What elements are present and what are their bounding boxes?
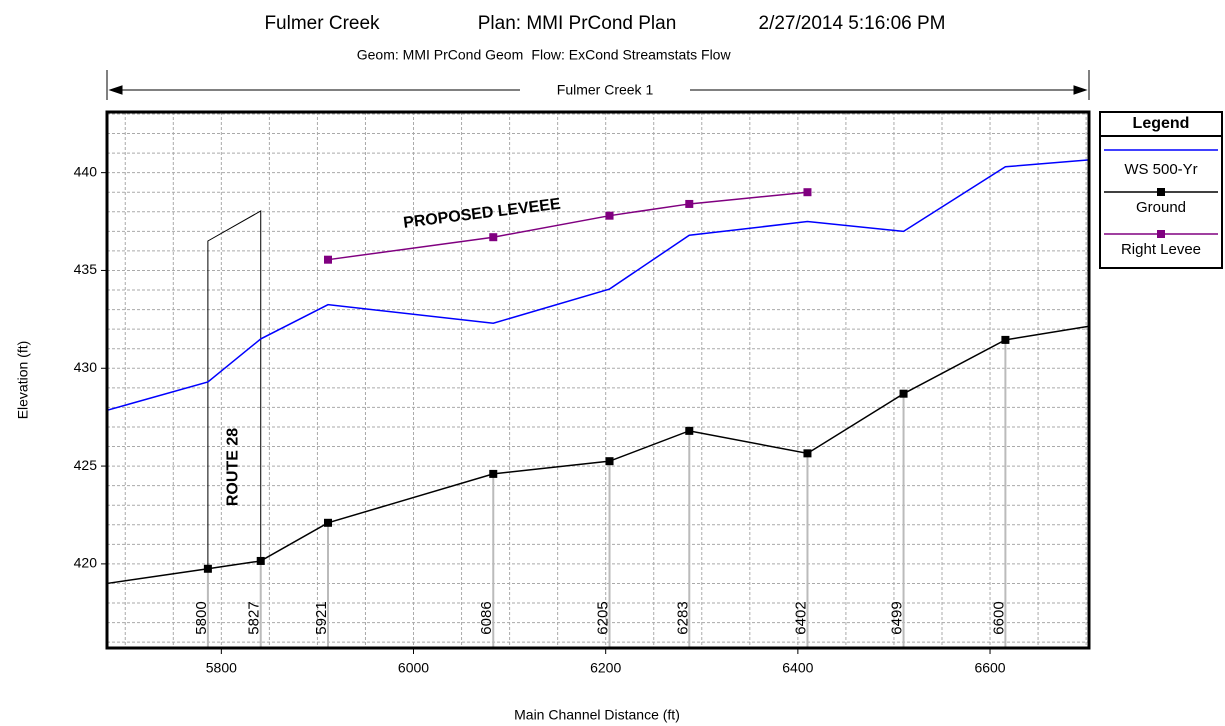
chart-title: 2/27/2014 5:16:06 PM (759, 13, 946, 34)
reach-bracket (106, 70, 1090, 100)
route-outline (207, 210, 262, 569)
y-tick-label: 420 (74, 555, 98, 571)
legend-marker (1157, 188, 1165, 196)
point-marker (605, 211, 614, 220)
point-marker (323, 255, 332, 264)
chart-title: Fulmer Creek (264, 13, 380, 34)
y-tick-label: 435 (74, 261, 98, 277)
station-label: 6086 (478, 601, 495, 634)
point-marker (685, 426, 694, 435)
y-axis-label: Elevation (ft) (15, 341, 31, 420)
point-marker (203, 564, 212, 573)
point-marker (803, 188, 812, 197)
station-label: 6499 (889, 601, 906, 634)
y-tick-label: 440 (74, 163, 98, 179)
x-tick-label: 6600 (974, 660, 1005, 676)
chart-subtitle: Geom: MMI PrCond Geom (357, 47, 524, 63)
chart-title: Plan: MMI PrCond Plan (478, 13, 677, 34)
annotation: PROPOSED LEVEEE (402, 196, 561, 232)
point-marker (489, 233, 498, 242)
x-tick-label: 5800 (206, 660, 237, 676)
point-marker (256, 556, 265, 565)
series-line (327, 191, 808, 261)
legend: Legend WS 500-Yr Ground Right Levee (1099, 111, 1223, 269)
legend-label: WS 500-Yr (1124, 161, 1197, 178)
point-marker (323, 518, 332, 527)
station-label: 5827 (246, 601, 263, 634)
annotation: ROUTE 28 (225, 428, 242, 506)
station-label: 5800 (193, 601, 210, 634)
legend-box (1099, 111, 1223, 269)
series-line (106, 159, 1090, 412)
legend-label: Right Levee (1121, 241, 1201, 258)
legend-title: Legend (1133, 115, 1190, 132)
chart-subtitle: Flow: ExCond Streamstats Flow (531, 47, 731, 63)
x-tick-label: 6400 (782, 660, 813, 676)
station-label: 6402 (792, 601, 809, 634)
legend-label: Ground (1136, 199, 1186, 216)
x-tick-label: 6200 (590, 660, 621, 676)
plot-border (105, 110, 1091, 650)
point-marker (605, 457, 614, 466)
point-marker (1001, 335, 1010, 344)
station-label: 6600 (990, 601, 1007, 634)
station-label: 5921 (313, 601, 330, 634)
station-label: 6283 (674, 601, 691, 634)
legend-marker (1157, 230, 1165, 238)
point-marker (899, 389, 908, 398)
point-marker (803, 449, 812, 458)
y-tick-label: 430 (74, 359, 98, 375)
point-marker (685, 199, 694, 208)
reach-label: Fulmer Creek 1 (557, 82, 654, 98)
station-label: 6205 (594, 601, 611, 634)
point-marker (489, 469, 498, 478)
x-tick-label: 6000 (398, 660, 429, 676)
y-tick-label: 425 (74, 457, 98, 473)
x-axis-label: Main Channel Distance (ft) (514, 707, 680, 723)
